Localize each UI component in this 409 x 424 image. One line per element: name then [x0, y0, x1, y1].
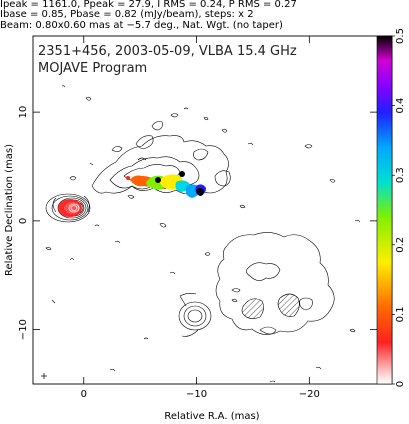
plot-frame: [32, 35, 393, 385]
plume-contours: [215, 232, 335, 335]
hatched-regions: [241, 293, 300, 319]
chart-title: 2351+456, 2003-05-09, VLBA 15.4 GHz: [38, 44, 297, 59]
x-tick-label: 0: [81, 389, 87, 400]
y-tick-label: 0: [18, 218, 29, 224]
southern-blob: [178, 293, 212, 337]
x-tick-label: −10: [186, 389, 207, 400]
beam-marker: [41, 373, 47, 379]
jet-knots: [126, 171, 206, 198]
noise-contours: [45, 85, 361, 383]
colorbar-tick-label: 0.5: [395, 28, 406, 44]
colorbar-tick-label: 0.4: [395, 98, 406, 114]
y-axis-label: Relative Declination (mas): [4, 144, 15, 276]
core-color: [58, 199, 82, 217]
chart-subtitle: MOJAVE Program: [38, 61, 147, 76]
colorbar-tick-label: 0.3: [395, 167, 406, 183]
colorbar-tick-label: 0.2: [395, 237, 406, 253]
header-line-3: Beam: 0.80x0.60 mas at −5.7 deg., Nat. W…: [0, 20, 283, 31]
colorbar-tick-label: 0.1: [395, 306, 406, 322]
header-line-1: Ipeak = 1161.0, Ppeak = 27.9, I RMS = 0.…: [0, 0, 297, 10]
colorbar: [376, 35, 393, 385]
x-tick-label: −20: [299, 389, 320, 400]
y-tick-label: −10: [18, 319, 29, 340]
header-line-2: Ibase = 0.85, Pbase = 0.82 (mJy/beam), s…: [0, 9, 254, 20]
colorbar-tick-label: 0: [395, 381, 406, 387]
x-axis-label: Relative R.A. (mas): [164, 411, 259, 422]
y-tick-label: 10: [18, 106, 29, 119]
